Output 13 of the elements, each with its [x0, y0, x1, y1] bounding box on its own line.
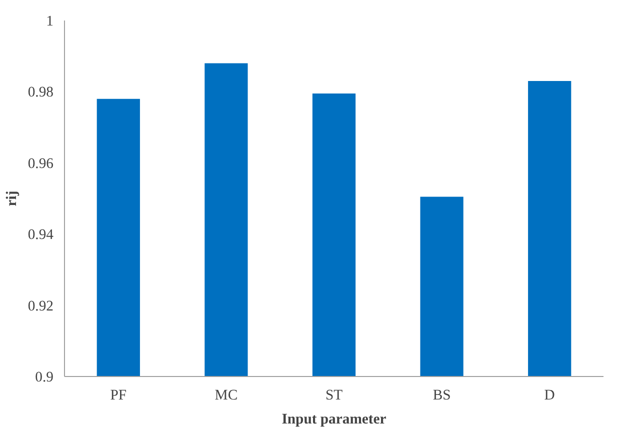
- y-tick-label: 1: [46, 14, 54, 30]
- x-axis-title: Input parameter: [282, 412, 387, 428]
- x-tick-label: MC: [214, 388, 238, 404]
- y-tick-label: 0.94: [28, 227, 54, 244]
- y-tick-label: 0.9: [35, 370, 54, 386]
- x-tick-label: BS: [432, 388, 451, 404]
- x-tick-label: PF: [110, 388, 127, 404]
- y-tick-label: 0.98: [28, 84, 54, 101]
- y-axis-title: rij: [4, 190, 20, 206]
- y-tick-label: 0.92: [28, 298, 54, 314]
- x-tick-label: ST: [325, 388, 343, 404]
- y-tick-label: 0.96: [28, 156, 54, 172]
- x-tick-label: D: [544, 388, 555, 404]
